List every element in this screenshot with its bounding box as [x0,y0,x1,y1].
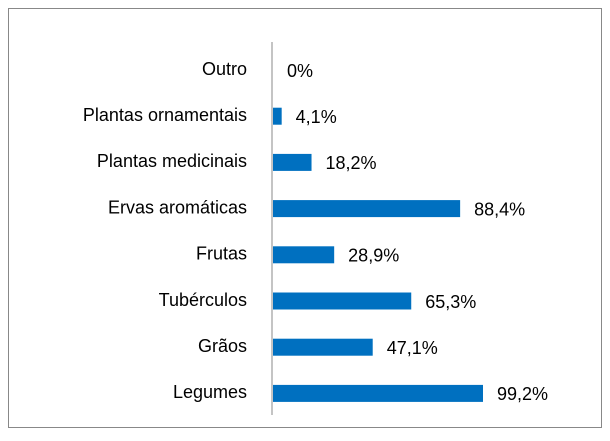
chart-frame [8,8,602,428]
category-label: Frutas [196,244,247,264]
bar [273,246,335,264]
category-label: Ervas aromáticas [108,197,247,217]
category-label: Outro [202,59,247,79]
bar [273,153,312,171]
value-label: 99,2% [497,384,548,404]
bar [273,292,412,310]
category-label: Grãos [198,336,247,356]
bar [273,338,373,356]
category-label: Plantas ornamentais [83,105,247,125]
value-label: 65,3% [425,292,476,312]
value-label: 28,9% [348,246,399,266]
value-label: 47,1% [387,338,438,358]
category-label: Legumes [173,382,247,402]
category-label: Tubérculos [159,290,247,310]
category-label: Plantas medicinais [97,151,247,171]
value-label: 88,4% [474,199,525,219]
bar [273,200,461,218]
value-label: 4,1% [296,107,337,127]
value-label: 0% [287,61,313,81]
value-label: 18,2% [326,153,377,173]
bar [273,107,282,125]
bar [273,384,483,402]
